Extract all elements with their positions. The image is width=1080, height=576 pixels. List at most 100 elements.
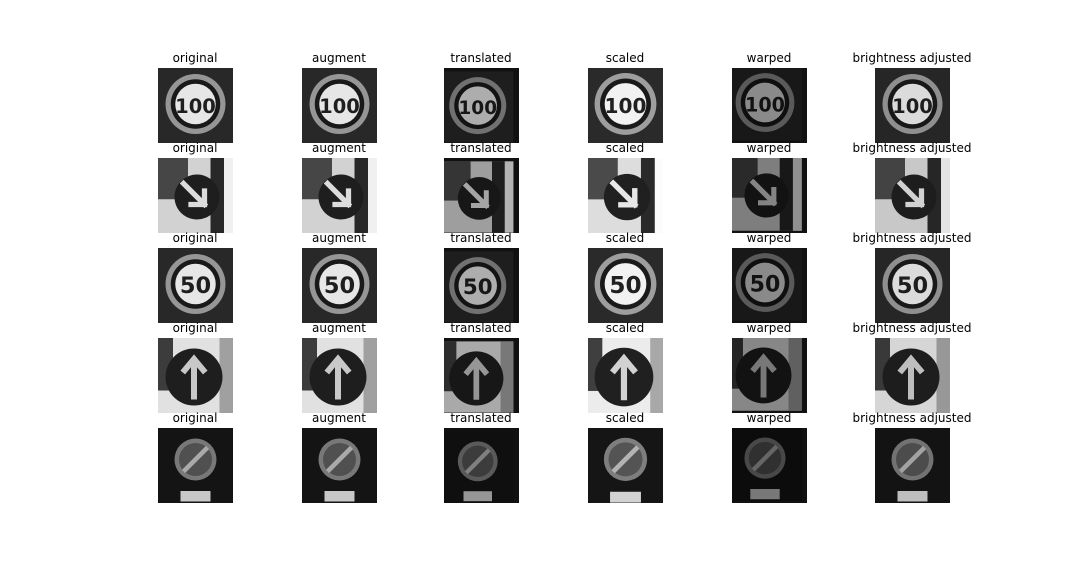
grid-cell: augment 100	[264, 50, 414, 142]
ahead-only-arrow-image	[875, 338, 950, 413]
speed-limit-50-image: 50	[732, 248, 807, 323]
column-title: scaled	[550, 230, 700, 246]
column-title: brightness adjusted	[837, 230, 987, 246]
speed-limit-100-image: 100	[588, 68, 663, 143]
column-title: scaled	[550, 140, 700, 156]
column-title: warped	[694, 50, 844, 66]
column-title: translated	[406, 140, 556, 156]
sign-number: 50	[463, 275, 493, 300]
grid-cell: brightness adjusted	[837, 140, 987, 232]
speed-limit-50-image: 50	[875, 248, 950, 323]
speed-limit-100-image: 100	[444, 68, 519, 143]
sign-number: 50	[180, 273, 211, 299]
grid-cell: augment 50	[264, 230, 414, 322]
ahead-only-arrow-image	[158, 338, 233, 413]
grid-cell: warped	[694, 320, 844, 412]
grid-cell: brightness adjusted	[837, 410, 987, 502]
column-title: warped	[694, 410, 844, 426]
column-title: augment	[264, 320, 414, 336]
sign-number: 100	[892, 95, 933, 118]
speed-limit-100-image: 100	[875, 68, 950, 143]
grid-cell: augment	[264, 140, 414, 232]
grid-cell: brightness adjusted 50	[837, 230, 987, 322]
column-title: warped	[694, 140, 844, 156]
ahead-only-arrow-image	[444, 338, 519, 413]
grid-cell: augment	[264, 320, 414, 412]
grid-cell: original 100	[120, 50, 270, 142]
sign-number: 100	[175, 95, 216, 118]
ahead-only-arrow-image	[302, 338, 377, 413]
column-title: original	[120, 230, 270, 246]
sign-number: 100	[745, 93, 785, 116]
column-title: brightness adjusted	[837, 140, 987, 156]
column-title: original	[120, 410, 270, 426]
grid-cell: warped	[694, 410, 844, 502]
grid-cell: translated	[406, 320, 556, 412]
column-title: original	[120, 140, 270, 156]
sign-number: 100	[319, 95, 360, 118]
grid-cell: translated	[406, 410, 556, 502]
keep-right-arrow-image	[875, 158, 950, 233]
column-title: translated	[406, 410, 556, 426]
sign-number: 50	[609, 272, 641, 299]
column-title: warped	[694, 230, 844, 246]
speed-limit-100-image: 100	[732, 68, 807, 143]
sign-number: 100	[605, 94, 647, 118]
speed-limit-100-image: 100	[302, 68, 377, 143]
speed-limit-50-image: 50	[588, 248, 663, 323]
grid-cell: scaled	[550, 410, 700, 502]
grid-cell: scaled	[550, 320, 700, 412]
column-title: translated	[406, 320, 556, 336]
column-title: translated	[406, 230, 556, 246]
keep-right-arrow-image	[732, 158, 807, 233]
column-title: brightness adjusted	[837, 410, 987, 426]
column-title: brightness adjusted	[837, 50, 987, 66]
sign-number: 100	[458, 98, 497, 119]
column-title: augment	[264, 140, 414, 156]
speed-limit-50-image: 50	[158, 248, 233, 323]
grid-cell: brightness adjusted	[837, 320, 987, 412]
sign-number: 50	[897, 273, 928, 299]
sign-number: 50	[750, 272, 781, 297]
column-title: scaled	[550, 410, 700, 426]
column-title: augment	[264, 410, 414, 426]
end-of-no-passing-image	[158, 428, 233, 503]
grid-cell: augment	[264, 410, 414, 502]
grid-cell: original	[120, 410, 270, 502]
end-of-no-passing-image	[875, 428, 950, 503]
grid-cell: scaled 50	[550, 230, 700, 322]
ahead-only-arrow-image	[732, 338, 807, 413]
ahead-only-arrow-image	[588, 338, 663, 413]
keep-right-arrow-image	[444, 158, 519, 233]
speed-limit-50-image: 50	[444, 248, 519, 323]
grid-cell: translated	[406, 140, 556, 232]
column-title: scaled	[550, 320, 700, 336]
column-title: brightness adjusted	[837, 320, 987, 336]
keep-right-arrow-image	[302, 158, 377, 233]
grid-cell: warped 50	[694, 230, 844, 322]
speed-limit-100-image: 100	[158, 68, 233, 143]
sign-number: 50	[324, 273, 355, 299]
grid-cell: translated 50	[406, 230, 556, 322]
column-title: scaled	[550, 50, 700, 66]
end-of-no-passing-image	[732, 428, 807, 503]
column-title: warped	[694, 320, 844, 336]
grid-cell: translated 100	[406, 50, 556, 142]
end-of-no-passing-image	[444, 428, 519, 503]
grid-cell: original	[120, 320, 270, 412]
column-title: augment	[264, 230, 414, 246]
grid-cell: warped 100	[694, 50, 844, 142]
end-of-no-passing-image	[302, 428, 377, 503]
end-of-no-passing-image	[588, 428, 663, 503]
grid-cell: warped	[694, 140, 844, 232]
column-title: translated	[406, 50, 556, 66]
grid-cell: scaled 100	[550, 50, 700, 142]
column-title: augment	[264, 50, 414, 66]
grid-cell: scaled	[550, 140, 700, 232]
keep-right-arrow-image	[588, 158, 663, 233]
column-title: original	[120, 320, 270, 336]
keep-right-arrow-image	[158, 158, 233, 233]
grid-cell: original 50	[120, 230, 270, 322]
